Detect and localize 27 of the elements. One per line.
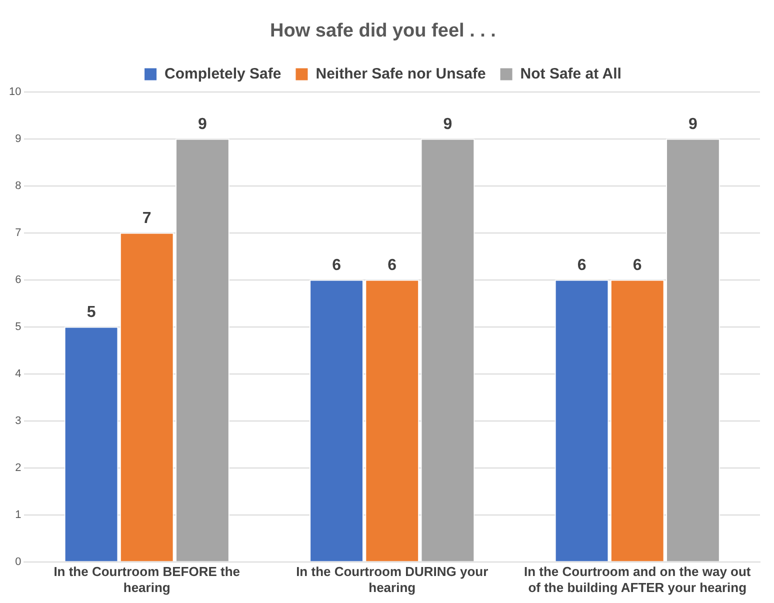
data-label: 6 [577,257,586,274]
x-tick-label: In the Courtroom BEFORE the hearing [54,564,240,595]
y-tick-label: 3 [15,414,22,427]
y-tick-label: 9 [15,132,22,145]
chart-title: How safe did you feel . . . [270,20,496,42]
legend-label: Completely Safe [164,65,282,82]
data-label: 6 [332,257,342,274]
x-tick-label: In the Courtroom and on the way out of the building AFTER your hearing [524,564,752,595]
data-label: 9 [443,116,452,134]
legend-label: Not Safe at All [520,65,622,82]
y-tick-label: 4 [15,368,22,380]
y-tick-label: 1 [15,508,22,521]
y-tick-label: 7 [15,226,22,239]
y-tick-label: 5 [15,320,22,333]
data-label: 6 [388,257,397,274]
data-label: 9 [688,116,698,134]
y-tick-label: 6 [15,274,22,286]
data-label: 7 [142,210,152,228]
y-tick-label: 0 [15,556,22,568]
y-tick-label: 8 [15,180,22,192]
y-tick-label: 10 [8,86,22,98]
data-label: 5 [86,304,96,322]
legend-label: Neither Safe nor Unsafe [316,65,486,82]
data-label: 6 [632,257,642,274]
y-tick-label: 2 [15,462,22,474]
data-label: 9 [198,116,207,134]
x-tick-label: In the Courtroom DURING your hearing [296,564,488,595]
